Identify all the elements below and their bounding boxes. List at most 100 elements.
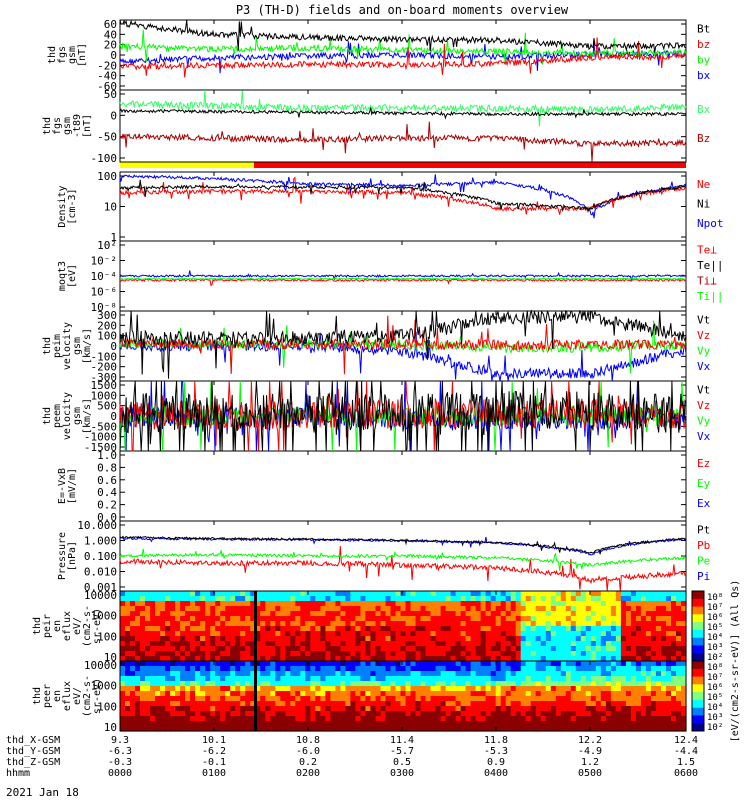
spectro-cell bbox=[130, 656, 136, 662]
spectro-cell bbox=[285, 681, 291, 687]
spectro-cell bbox=[520, 596, 527, 602]
y-tick-label: -300 bbox=[91, 371, 118, 384]
spectro-cell bbox=[650, 616, 657, 622]
spectro-cell bbox=[440, 706, 447, 712]
y-tick-label: 1.000 bbox=[84, 535, 117, 548]
spectro-cell bbox=[275, 646, 281, 652]
spectro-cell bbox=[170, 591, 176, 597]
spectro-cell bbox=[330, 621, 336, 627]
spectro-cell bbox=[450, 616, 457, 622]
spectro-cell bbox=[395, 671, 402, 677]
spectro-cell bbox=[300, 641, 306, 647]
spectro-cell bbox=[671, 681, 677, 687]
spectro-cell bbox=[210, 616, 216, 622]
spectro-cell bbox=[255, 696, 261, 702]
spectro-cell bbox=[240, 681, 246, 687]
spectro-cell bbox=[365, 711, 371, 717]
spectro-cell bbox=[420, 656, 427, 662]
spectro-cell bbox=[320, 591, 326, 597]
spectro-cell bbox=[320, 686, 326, 692]
legend-Vz: Vz bbox=[697, 399, 710, 412]
spectro-cell bbox=[360, 646, 366, 652]
spectro-cell bbox=[425, 691, 432, 697]
spectro-cell bbox=[255, 716, 261, 722]
spectro-cell bbox=[360, 691, 366, 697]
spectro-cell bbox=[135, 626, 141, 632]
spectro-cell bbox=[681, 661, 687, 667]
spectro-cell bbox=[525, 641, 532, 647]
spectro-cell bbox=[265, 681, 271, 687]
spectro-cell bbox=[540, 621, 547, 627]
spectro-cell bbox=[485, 706, 492, 712]
spectro-cell bbox=[590, 626, 597, 632]
spectro-cell bbox=[580, 701, 587, 707]
spectro-cell bbox=[575, 621, 582, 627]
spectro-cell bbox=[300, 676, 306, 682]
spectro-cell bbox=[210, 611, 216, 617]
spectro-cell bbox=[180, 611, 186, 617]
y-axis-label: thd bbox=[32, 617, 43, 635]
spectro-cell bbox=[565, 701, 572, 707]
spectro-cell bbox=[165, 691, 171, 697]
spectro-cell bbox=[215, 671, 221, 677]
spectro-cell bbox=[535, 626, 542, 632]
spectro-cell bbox=[210, 696, 216, 702]
spectro-cell bbox=[610, 601, 617, 607]
spectro-cell bbox=[220, 686, 226, 692]
spectro-cell bbox=[605, 616, 612, 622]
spectro-cell bbox=[305, 691, 311, 697]
spectro-cell bbox=[220, 606, 226, 612]
spectro-cell bbox=[490, 611, 497, 617]
spectro-cell bbox=[155, 596, 161, 602]
spectro-cell bbox=[465, 671, 472, 677]
spectro-cell bbox=[350, 606, 356, 612]
spectro-cell bbox=[671, 701, 677, 707]
spectro-cell bbox=[175, 681, 181, 687]
spectro-cell bbox=[195, 721, 201, 727]
spectro-cell bbox=[620, 626, 627, 632]
spectro-cell bbox=[265, 671, 271, 677]
spectro-cell bbox=[495, 646, 502, 652]
spectro-cell bbox=[310, 591, 316, 597]
spectro-cell bbox=[465, 676, 472, 682]
spectro-cell bbox=[450, 671, 457, 677]
spectro-cell bbox=[150, 616, 156, 622]
spectro-cell bbox=[375, 691, 382, 697]
spectro-cell bbox=[325, 706, 331, 712]
spectro-cell bbox=[400, 716, 407, 722]
spectro-cell bbox=[190, 661, 196, 667]
spectro-cell bbox=[170, 606, 176, 612]
spectro-cell bbox=[655, 696, 662, 702]
spectro-cell bbox=[175, 636, 181, 642]
y-tick-label: 100 bbox=[97, 630, 117, 643]
spectro-cell bbox=[185, 671, 191, 677]
spectro-cell bbox=[240, 671, 246, 677]
spectro-cell bbox=[505, 601, 512, 607]
spectro-cell bbox=[385, 646, 392, 652]
spectro-cell bbox=[305, 706, 311, 712]
spectro-cell bbox=[530, 621, 537, 627]
spectro-cell bbox=[125, 726, 131, 732]
spectro-cell bbox=[510, 686, 517, 692]
spectro-cell bbox=[640, 671, 647, 677]
spectro-cell bbox=[666, 691, 672, 697]
spectro-cell bbox=[385, 691, 392, 697]
y-tick-label: 1 bbox=[110, 231, 117, 244]
spectro-cell bbox=[395, 676, 402, 682]
spectro-cell bbox=[280, 726, 286, 732]
spectro-cell bbox=[620, 636, 627, 642]
spectro-cell bbox=[460, 641, 467, 647]
spectro-cell bbox=[170, 726, 176, 732]
spectro-cell bbox=[565, 706, 572, 712]
spectro-cell bbox=[305, 621, 311, 627]
spectro-cell bbox=[530, 681, 537, 687]
spectro-cell bbox=[480, 636, 487, 642]
spectro-cell bbox=[635, 666, 642, 672]
spectro-cell bbox=[295, 671, 301, 677]
spectro-cell bbox=[560, 716, 567, 722]
spectro-cell bbox=[630, 626, 637, 632]
y-axis-label: eflux bbox=[62, 681, 73, 711]
spectro-cell bbox=[125, 681, 131, 687]
spectro-cell bbox=[220, 626, 226, 632]
spectro-cell bbox=[430, 626, 437, 632]
